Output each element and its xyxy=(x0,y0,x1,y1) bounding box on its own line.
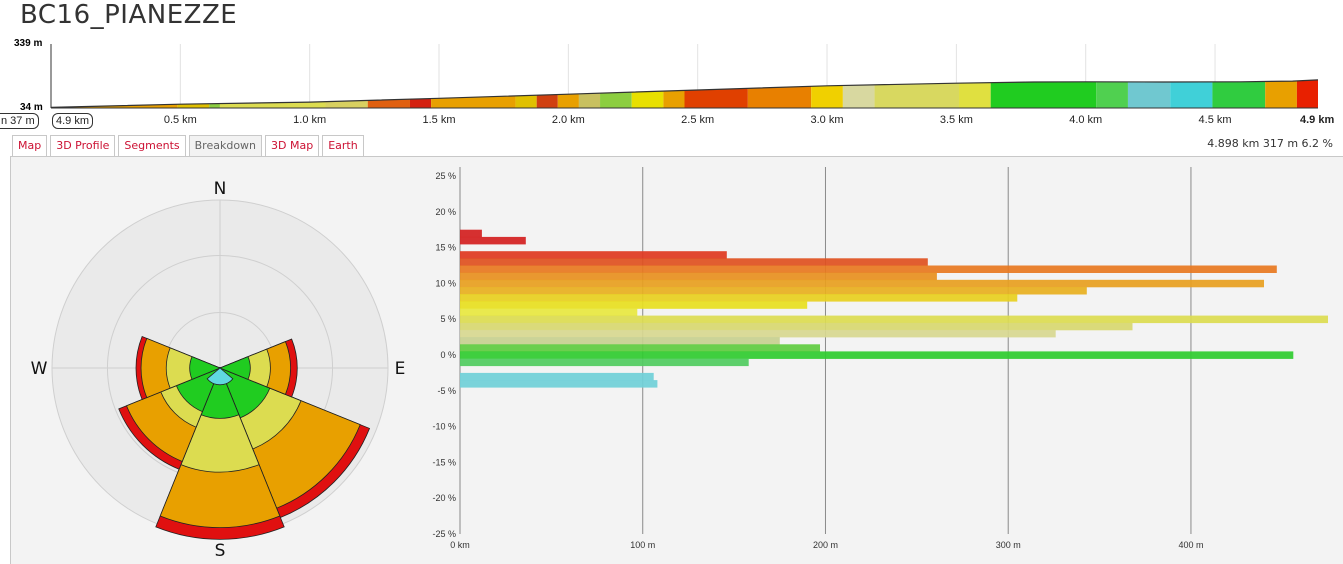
chart-x-tick-label: 200 m xyxy=(813,540,838,550)
view-tabs: Map 3D Profile Segments Breakdown 3D Map… xyxy=(12,135,367,156)
chart-y-tick-label: 10 % xyxy=(435,278,456,288)
gradient-bar xyxy=(460,301,808,309)
gradient-bar xyxy=(460,322,1133,331)
track-stats: 4.898 km 317 m 6.2 % xyxy=(1207,137,1333,150)
profile-gradient-band xyxy=(874,79,960,108)
tab-3d-map[interactable]: 3D Map xyxy=(265,135,320,156)
profile-gradient-band xyxy=(663,79,685,108)
gradient-bar xyxy=(460,329,1056,338)
chart-y-tick-label: -20 % xyxy=(432,493,456,503)
profile-gradient-band xyxy=(325,79,368,108)
rose-label-e: E xyxy=(395,359,406,379)
chart-y-tick-label: 0 % xyxy=(440,350,456,360)
profile-x-tick-label: 1.5 km xyxy=(422,114,456,126)
profile-x-end-label: 4.9 km xyxy=(1300,114,1335,126)
chart-x-tick-label: 400 m xyxy=(1178,540,1203,550)
gradient-bar xyxy=(460,294,1018,302)
profile-gradient-band xyxy=(515,79,537,108)
profile-gradient-band xyxy=(431,79,516,108)
profile-gradient-band xyxy=(51,79,178,108)
profile-gradient-band xyxy=(1170,79,1213,108)
profile-cursor-distance: 4.9 km xyxy=(52,113,94,129)
chart-y-tick-label: 20 % xyxy=(435,207,456,217)
gradient-breakdown-chart: 25 % 20 % 15 % 10 % 5 % 0 % -5 % -10 % -15 % -20 … xyxy=(432,167,1328,550)
rose-wedge xyxy=(218,356,251,380)
profile-gradient-band xyxy=(959,79,991,108)
profile-gradient-band xyxy=(842,79,875,108)
profile-gradient-band xyxy=(1296,79,1318,108)
tab-map[interactable]: Map xyxy=(12,135,48,156)
profile-gradient-band xyxy=(747,79,812,108)
tab-breakdown[interactable]: Breakdown xyxy=(188,135,263,156)
gradient-bar xyxy=(460,344,820,352)
chart-x-tick-label: 100 m xyxy=(630,540,655,550)
gradient-bar xyxy=(460,308,638,316)
chart-y-tick-label: 15 % xyxy=(435,243,456,253)
gradient-bar xyxy=(460,358,749,367)
profile-gradient-band xyxy=(536,79,558,108)
direction-rose-chart: N S W E xyxy=(31,179,406,561)
gradient-bar xyxy=(460,315,1328,324)
profile-gradient-band xyxy=(209,79,220,108)
profile-gradient-band xyxy=(409,79,432,108)
profile-gradient-band xyxy=(1212,79,1266,108)
rose-label-n: N xyxy=(214,179,227,199)
elevation-profile-chart[interactable] xyxy=(0,36,1343,130)
profile-x-tick-label: 4.5 km xyxy=(1198,114,1232,126)
profile-x-tick-label: 0.5 km xyxy=(163,114,197,126)
chart-y-tick-label: -5 % xyxy=(437,386,456,396)
profile-x-tick-label: 1.0 km xyxy=(293,114,327,126)
rose-label-w: W xyxy=(31,359,48,379)
profile-x-tick-label: 4.0 km xyxy=(1069,114,1103,126)
chart-x-tick-label: 0 km xyxy=(450,540,470,550)
profile-x-tick-label: 3.0 km xyxy=(810,114,844,126)
gradient-bar xyxy=(460,265,1277,273)
gradient-bar xyxy=(460,351,1294,359)
gradient-bar xyxy=(460,337,780,345)
profile-x-tick-label: 2.0 km xyxy=(551,114,585,126)
gradient-bar xyxy=(460,251,727,259)
gradient-bar xyxy=(460,380,658,388)
profile-gradient-band xyxy=(600,79,632,108)
rose-wedge xyxy=(206,367,234,386)
rose-label-s: S xyxy=(215,541,226,561)
chart-y-tick-label: -10 % xyxy=(432,422,456,432)
gradient-bar xyxy=(460,229,482,238)
profile-gradient-band xyxy=(684,79,748,108)
profile-cursor-elevation: n 37 m xyxy=(0,113,39,129)
profile-gradient-band xyxy=(1265,79,1297,108)
chart-y-tick-label: 25 % xyxy=(435,171,456,181)
chart-y-tick-label: -25 % xyxy=(432,529,456,539)
profile-gradient-band xyxy=(631,79,664,108)
gradient-bar xyxy=(460,236,526,245)
gradient-bar xyxy=(460,272,937,281)
profile-x-tick-label: 2.5 km xyxy=(681,114,715,126)
tab-earth[interactable]: Earth xyxy=(322,135,364,156)
rose-wedge xyxy=(180,366,260,473)
chart-y-tick-label: -15 % xyxy=(432,457,456,467)
page-title: BC16_PIANEZZE xyxy=(20,0,238,30)
tab-3d-profile[interactable]: 3D Profile xyxy=(50,135,116,156)
gradient-bar xyxy=(460,279,1264,288)
profile-gradient-band xyxy=(177,79,210,108)
gradient-bar xyxy=(460,372,654,381)
profile-gradient-band xyxy=(1127,79,1171,108)
gradient-bar xyxy=(460,287,1087,295)
profile-gradient-band xyxy=(1096,79,1128,108)
profile-y-max-label: 339 m xyxy=(14,38,43,49)
gradient-bar xyxy=(460,258,928,266)
profile-y-min-label: 34 m xyxy=(20,102,43,113)
profile-gradient-band xyxy=(578,79,601,108)
tab-segments[interactable]: Segments xyxy=(118,135,186,156)
rose-wedge xyxy=(189,356,222,380)
chart-x-tick-label: 300 m xyxy=(996,540,1021,550)
profile-gradient-band xyxy=(990,79,1097,108)
profile-elevation-line xyxy=(50,79,1319,108)
profile-x-tick-label: 3.5 km xyxy=(939,114,973,126)
chart-y-tick-label: 5 % xyxy=(440,314,456,324)
